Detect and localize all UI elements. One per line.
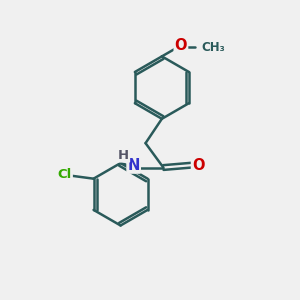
Text: Cl: Cl [58, 168, 72, 181]
Text: O: O [175, 38, 187, 52]
Text: CH₃: CH₃ [201, 41, 225, 54]
Text: H: H [118, 148, 129, 162]
Text: N: N [128, 158, 140, 173]
Text: O: O [192, 158, 204, 173]
